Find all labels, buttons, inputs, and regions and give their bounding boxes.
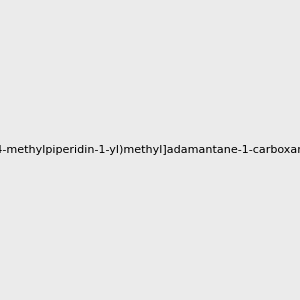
Text: N-[(4-methylpiperidin-1-yl)methyl]adamantane-1-carboxamide: N-[(4-methylpiperidin-1-yl)methyl]adaman… <box>0 145 300 155</box>
